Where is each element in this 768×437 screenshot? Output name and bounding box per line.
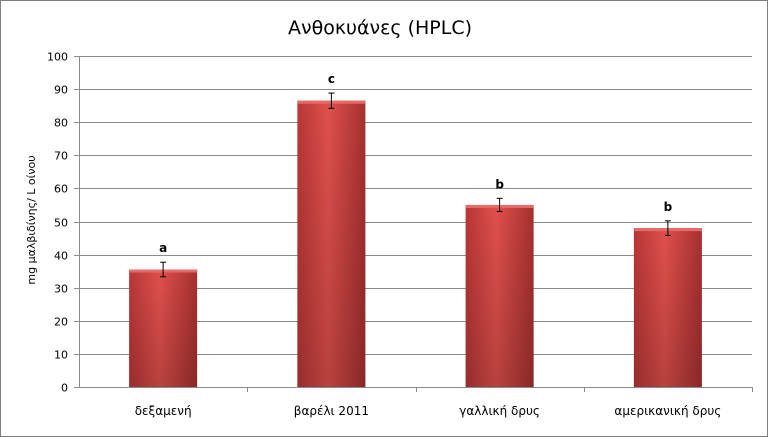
y-tick-label: 30: [54, 283, 68, 296]
x-tick-label: δεξαμενή: [135, 404, 192, 418]
significance-label: b: [664, 200, 673, 214]
bar-shade: [465, 204, 534, 387]
y-axis-ticks: 0 10 20 30 40 50 60 70 80 90 100: [47, 51, 79, 395]
y-tick-label: 80: [54, 117, 68, 130]
bar-shade: [297, 100, 366, 387]
chart-title: Ανθοκυάνες (HPLC): [288, 17, 472, 39]
bar-shade: [633, 228, 702, 387]
y-tick-label: 50: [54, 217, 68, 230]
bar-group: a: [129, 241, 198, 387]
bar-group: c: [297, 72, 366, 387]
x-tick-label: βαρέλι 2011: [294, 404, 369, 418]
x-tick-label: αμερικανική δρυς: [614, 404, 721, 418]
y-axis-label: mg μαλβιδίνης/ L οίνου: [25, 155, 38, 284]
bar-shade: [129, 269, 198, 387]
x-tick-label: γαλλική δρυς: [459, 404, 540, 418]
y-tick-label: 20: [54, 316, 68, 329]
y-tick-label: 90: [54, 84, 68, 97]
significance-label: b: [495, 177, 504, 191]
y-tick-label: 40: [54, 250, 68, 263]
bar-group: b: [465, 177, 534, 387]
significance-label: a: [159, 241, 167, 255]
y-tick-label: 70: [54, 150, 68, 163]
y-tick-label: 10: [54, 349, 68, 362]
significance-label: c: [328, 72, 335, 86]
y-tick-label: 100: [47, 51, 68, 64]
bar-group: b: [633, 200, 702, 387]
axes: [79, 56, 752, 388]
y-tick-label: 0: [61, 382, 68, 395]
x-axis-ticks: δεξαμενή βαρέλι 2011 γαλλική δρυς αμερικανι…: [135, 387, 753, 418]
bars: a c b b: [129, 72, 702, 387]
y-tick-label: 60: [54, 183, 68, 196]
